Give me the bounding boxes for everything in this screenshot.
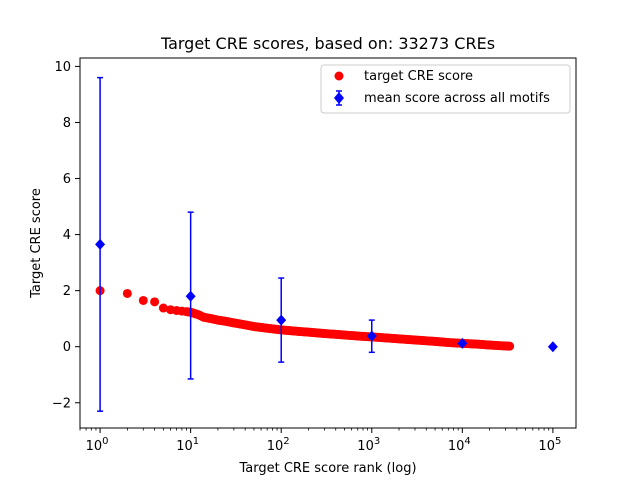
red-point — [138, 295, 148, 305]
x-tick-base: 10 — [357, 439, 374, 454]
x-tick-exponent: 1 — [193, 436, 199, 447]
x-tick-exponent: 4 — [464, 436, 470, 447]
plot-area — [79, 57, 577, 429]
x-tick-label: 101 — [176, 436, 199, 454]
y-tick-label: 4 — [63, 228, 71, 243]
red-point — [150, 297, 160, 307]
y-axis-label: Target CRE score — [29, 188, 44, 299]
legend-label-target-cre-score: target CRE score — [364, 69, 473, 84]
legend-box — [320, 64, 571, 114]
blue-point — [366, 330, 377, 342]
legend-red-marker — [334, 71, 344, 81]
x-tick-exponent: 3 — [374, 436, 380, 447]
mean-score-series — [95, 76, 558, 412]
blue-point — [185, 290, 196, 302]
y-tick-label: 8 — [63, 116, 71, 131]
blue-point — [547, 341, 558, 353]
x-tick-base: 10 — [176, 439, 193, 454]
x-tick-base: 10 — [448, 439, 465, 454]
x-tick-base: 10 — [86, 439, 103, 454]
red-point — [122, 288, 132, 298]
y-tick-label: −2 — [52, 396, 71, 411]
x-tick-base: 10 — [538, 439, 555, 454]
x-axis-label: Target CRE score rank (log) — [238, 461, 416, 476]
legend-label-mean-score: mean score across all motifs — [364, 91, 550, 106]
plot-frame — [80, 58, 576, 428]
x-tick-exponent: 5 — [555, 436, 561, 447]
x-tick-exponent: 0 — [102, 436, 108, 447]
x-axis-ticks: 100 101 102 103 104 105 — [79, 428, 561, 454]
legend: target CRE score mean score across all m… — [320, 64, 571, 114]
y-tick-label: 6 — [63, 172, 71, 187]
chart-title: Target CRE scores, based on: 33273 CREs — [160, 34, 495, 53]
x-tick-label: 103 — [357, 436, 380, 454]
x-tick-label: 104 — [448, 436, 471, 454]
red-point — [503, 341, 513, 351]
blue-point — [276, 314, 287, 326]
legend-blue-marker — [334, 92, 344, 104]
y-tick-label: 2 — [63, 284, 71, 299]
y-axis-ticks: −2 0 2 4 6 8 10 — [52, 60, 80, 411]
x-tick-label: 102 — [267, 436, 290, 454]
y-tick-label: 10 — [54, 60, 71, 75]
x-tick-label: 105 — [538, 436, 561, 454]
x-tick-exponent: 2 — [283, 436, 289, 447]
y-tick-label: 0 — [63, 340, 71, 355]
target-cre-score-series — [95, 286, 515, 351]
blue-point — [457, 337, 468, 349]
plot-border — [79, 57, 577, 429]
x-tick-label: 100 — [86, 436, 109, 454]
x-tick-base: 10 — [267, 439, 284, 454]
red-point — [158, 303, 168, 313]
blue-point — [95, 238, 106, 250]
